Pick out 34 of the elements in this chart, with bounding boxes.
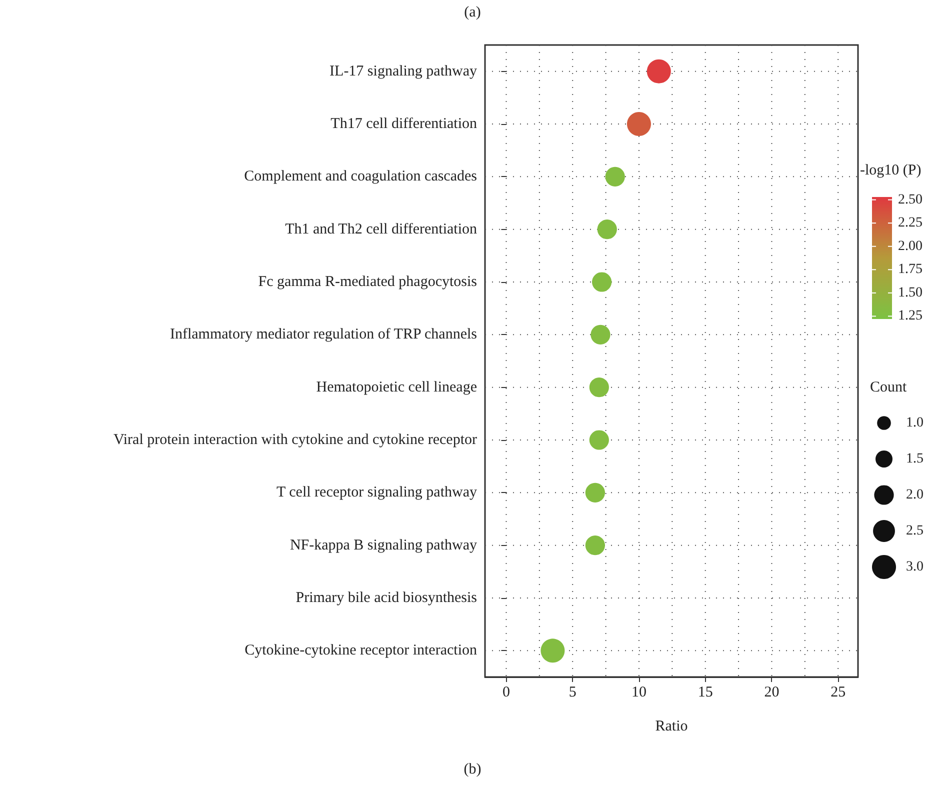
legend-label: 2.0 xyxy=(906,488,924,502)
x-tick-label: 5 xyxy=(568,684,576,700)
x-tick-label: 10 xyxy=(631,684,646,700)
legend-title: Count xyxy=(870,380,908,396)
color-bar-label: 2.25 xyxy=(898,216,922,231)
x-tick-label: 20 xyxy=(764,684,780,700)
legend-label: 3.0 xyxy=(906,560,924,574)
legend-label: 1.5 xyxy=(906,452,924,466)
y-tick-label: Complement and coagulation cascades xyxy=(244,168,478,185)
color-bar-label: 2.00 xyxy=(898,238,922,254)
y-tick-label: Th1 and Th2 cell differentiation xyxy=(285,221,478,238)
x-tick-label: 25 xyxy=(830,684,846,700)
x-axis-title: Ratio xyxy=(655,718,688,734)
legend-label: 1.0 xyxy=(906,416,924,430)
text: (b) xyxy=(464,762,482,778)
chart-title: (a) xyxy=(464,4,481,20)
color-bar-label: 1.25 xyxy=(898,308,922,324)
x-tick-label: 15 xyxy=(698,684,713,700)
y-tick-label: Viral protein interaction with cytokine and cytokine receptor xyxy=(113,432,477,448)
color-bar-label: 1.75 xyxy=(898,262,922,278)
legend-label: 2.5 xyxy=(906,524,924,538)
color-bar-label: 1.50 xyxy=(898,285,922,300)
color-bar-label: 2.50 xyxy=(898,192,922,208)
color-bar-title: -log10 (P) xyxy=(860,162,922,178)
y-tick-label: NF-kappa B signaling pathway xyxy=(290,537,478,554)
y-tick-label: Inflammatory mediator regulation of TRP channels xyxy=(170,326,478,343)
y-tick-label: IL-17 signaling pathway xyxy=(330,63,478,80)
y-tick-label: Fc gamma R-mediated phagocytosis xyxy=(258,274,478,290)
y-tick-label: Primary bile acid biosynthesis xyxy=(296,590,478,606)
y-tick-label: Hematopoietic cell lineage xyxy=(316,379,478,396)
y-tick-label: T cell receptor signaling pathway xyxy=(276,484,478,501)
y-tick-label: Th17 cell differentiation xyxy=(330,116,478,132)
y-tick-label: Cytokine-cytokine receptor interaction xyxy=(244,642,478,659)
x-tick-label: 0 xyxy=(502,684,510,700)
